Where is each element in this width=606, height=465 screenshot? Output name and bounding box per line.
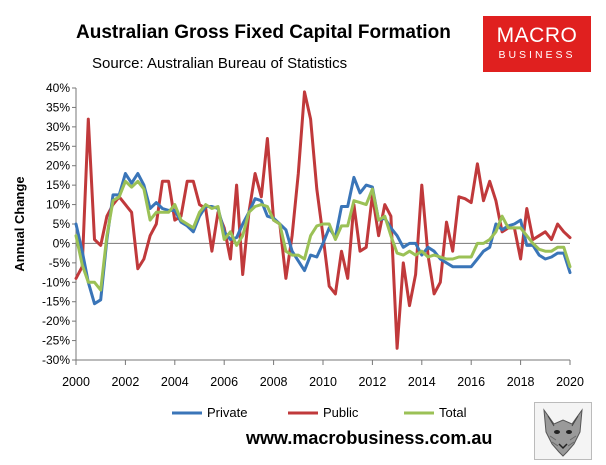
y-axis-label: Annual Change — [12, 176, 27, 271]
y-tick-label: 20% — [46, 159, 70, 173]
logo-line-2: BUSINESS — [498, 49, 576, 61]
chart-title: Australian Gross Fixed Capital Formation — [76, 22, 451, 43]
macrobusiness-logo: MACRO BUSINESS — [483, 16, 591, 72]
x-tick-label: 2006 — [210, 375, 238, 389]
series-line-total — [74, 179, 572, 292]
y-tick-label: 15% — [46, 178, 70, 192]
logo-line-1: MACRO — [496, 24, 578, 47]
footer-url: www.macrobusiness.com.au — [246, 428, 493, 448]
y-tick-label: 30% — [46, 120, 70, 134]
y-tick-label: -10% — [42, 275, 70, 289]
legend-label-public: Public — [323, 405, 359, 420]
x-tick-label: 2000 — [62, 375, 90, 389]
y-tick-label: -5% — [49, 256, 71, 270]
x-tick-label: 2008 — [260, 375, 288, 389]
x-tick-label: 2020 — [556, 375, 584, 389]
x-tick-label: 2002 — [111, 375, 139, 389]
y-tick-label: -30% — [42, 353, 70, 367]
y-tick-label: 35% — [46, 100, 70, 114]
y-tick-label: 25% — [46, 139, 70, 153]
chart-subtitle: Source: Australian Bureau of Statistics — [92, 55, 348, 72]
x-tick-label: 2016 — [457, 375, 485, 389]
y-tick-label: 0% — [53, 236, 71, 250]
legend-label-private: Private — [207, 405, 247, 420]
y-tick-label: 10% — [46, 198, 70, 212]
x-tick-label: 2010 — [309, 375, 337, 389]
x-tick-label: 2018 — [507, 375, 535, 389]
y-tick-label: 40% — [46, 81, 70, 95]
wolf-logo-icon — [534, 402, 592, 460]
y-tick-label: -15% — [42, 295, 70, 309]
x-tick-label: 2012 — [358, 375, 386, 389]
x-tick-label: 2004 — [161, 375, 189, 389]
series-line-public — [74, 90, 572, 350]
x-tick-label: 2014 — [408, 375, 436, 389]
legend-label-total: Total — [439, 405, 467, 420]
y-tick-label: -25% — [42, 334, 70, 348]
y-tick-label: 5% — [53, 217, 71, 231]
series-line-private — [74, 172, 572, 306]
y-tick-label: -20% — [42, 314, 70, 328]
